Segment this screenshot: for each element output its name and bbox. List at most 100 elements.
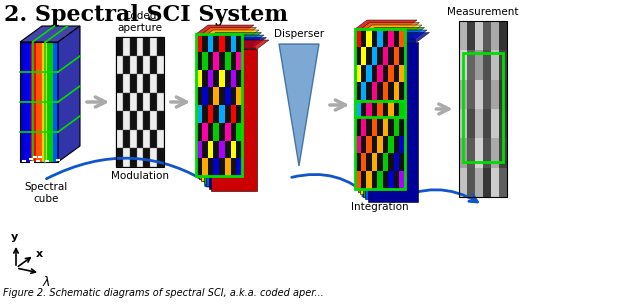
Bar	[377, 171, 383, 189]
Bar	[202, 123, 207, 140]
Bar	[150, 130, 157, 148]
Polygon shape	[206, 44, 252, 186]
Bar	[157, 37, 164, 56]
Bar	[458, 21, 467, 50]
Bar	[483, 138, 490, 168]
Bar	[136, 148, 143, 167]
Bar	[225, 123, 230, 140]
Bar	[123, 74, 130, 93]
Bar	[463, 53, 502, 162]
Bar	[360, 171, 366, 189]
Bar	[366, 82, 372, 100]
Bar	[383, 153, 388, 171]
Bar	[225, 34, 230, 52]
Bar	[225, 69, 230, 87]
Bar	[467, 80, 474, 109]
Bar	[366, 153, 372, 171]
Bar	[136, 37, 143, 56]
Polygon shape	[211, 49, 257, 191]
Bar	[474, 50, 483, 80]
Bar	[143, 148, 150, 167]
Bar	[372, 118, 377, 136]
Bar	[207, 105, 213, 123]
Bar	[366, 136, 372, 153]
Text: Measurement: Measurement	[447, 7, 518, 17]
Bar	[236, 34, 242, 52]
Bar	[219, 69, 225, 87]
Bar	[123, 148, 130, 167]
Bar	[157, 93, 164, 111]
Bar	[360, 65, 366, 82]
Bar	[399, 153, 405, 171]
Bar	[372, 171, 377, 189]
Bar	[399, 100, 405, 118]
Polygon shape	[355, 20, 417, 29]
Bar	[394, 100, 399, 118]
Bar	[130, 37, 136, 56]
Bar	[196, 158, 202, 176]
Bar	[467, 21, 474, 50]
Bar	[499, 138, 506, 168]
Polygon shape	[26, 42, 31, 162]
Bar	[360, 47, 366, 65]
Text: Integration: Integration	[351, 202, 409, 212]
Bar	[388, 82, 394, 100]
Bar	[196, 140, 202, 158]
Bar	[383, 136, 388, 153]
Bar	[372, 29, 377, 47]
Bar	[150, 148, 157, 167]
Bar	[490, 80, 499, 109]
Bar	[123, 130, 130, 148]
Bar	[207, 34, 213, 52]
Bar	[399, 65, 405, 82]
Bar	[394, 118, 399, 136]
Bar	[499, 21, 506, 50]
Bar	[143, 74, 150, 93]
Bar	[196, 52, 202, 69]
Bar	[483, 50, 490, 80]
Polygon shape	[358, 23, 419, 32]
Bar	[355, 29, 360, 47]
Bar	[372, 65, 377, 82]
Bar	[377, 29, 383, 47]
Bar	[150, 37, 157, 56]
Bar	[219, 34, 225, 52]
Bar	[388, 29, 394, 47]
Polygon shape	[201, 39, 247, 181]
Bar	[490, 168, 499, 197]
Bar	[157, 111, 164, 130]
Polygon shape	[367, 32, 429, 42]
Bar	[377, 136, 383, 153]
Bar	[377, 100, 383, 118]
Polygon shape	[52, 42, 58, 162]
Bar	[230, 69, 236, 87]
Text: y: y	[10, 232, 18, 242]
Bar	[458, 168, 467, 197]
Bar	[499, 80, 506, 109]
Bar	[123, 111, 130, 130]
Bar	[383, 82, 388, 100]
Bar	[157, 74, 164, 93]
Bar	[123, 56, 130, 74]
Bar	[207, 52, 213, 69]
Bar	[196, 105, 202, 123]
Bar	[207, 123, 213, 140]
Bar	[196, 69, 202, 87]
Polygon shape	[365, 39, 415, 199]
Bar	[130, 93, 136, 111]
Bar	[116, 37, 164, 167]
Polygon shape	[362, 36, 413, 196]
Bar	[474, 138, 483, 168]
Bar	[372, 82, 377, 100]
Bar	[213, 105, 219, 123]
Bar	[230, 140, 236, 158]
Bar	[360, 153, 366, 171]
Bar	[372, 153, 377, 171]
Bar	[458, 109, 467, 138]
Bar	[123, 93, 130, 111]
Bar	[236, 140, 242, 158]
Bar	[355, 153, 360, 171]
Bar	[388, 100, 394, 118]
Polygon shape	[198, 36, 244, 178]
Bar	[225, 140, 230, 158]
